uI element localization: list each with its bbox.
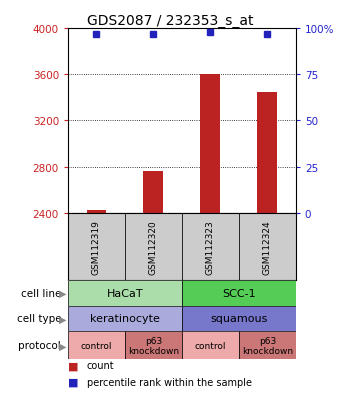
Text: GDS2087 / 232353_s_at: GDS2087 / 232353_s_at <box>87 14 253 28</box>
Bar <box>182 280 296 306</box>
Bar <box>239 214 296 280</box>
Text: percentile rank within the sample: percentile rank within the sample <box>87 377 252 387</box>
Bar <box>200 75 220 214</box>
Text: p63
knockdown: p63 knockdown <box>242 336 293 355</box>
Bar <box>68 306 182 332</box>
Bar <box>182 306 296 332</box>
Bar <box>182 214 239 280</box>
Bar <box>86 210 106 214</box>
Bar <box>239 332 296 359</box>
Text: keratinocyte: keratinocyte <box>90 314 160 324</box>
Bar <box>68 280 182 306</box>
Bar <box>257 93 277 214</box>
Text: count: count <box>87 361 114 370</box>
Text: control: control <box>194 341 226 350</box>
Text: squamous: squamous <box>210 314 268 324</box>
Text: GSM112323: GSM112323 <box>206 219 215 274</box>
Bar <box>143 172 164 214</box>
Text: HaCaT: HaCaT <box>107 288 143 298</box>
Text: cell type: cell type <box>17 314 61 324</box>
Text: p63
knockdown: p63 knockdown <box>128 336 179 355</box>
Bar <box>68 332 125 359</box>
Text: cell line: cell line <box>21 288 61 298</box>
Bar <box>182 332 239 359</box>
Bar <box>125 332 182 359</box>
Text: ▶: ▶ <box>59 314 66 324</box>
Text: GSM112319: GSM112319 <box>92 219 101 274</box>
Text: protocol: protocol <box>18 340 61 351</box>
Text: control: control <box>81 341 112 350</box>
Text: ▶: ▶ <box>59 288 66 298</box>
Text: GSM112320: GSM112320 <box>149 219 158 274</box>
Bar <box>68 214 125 280</box>
Text: ▶: ▶ <box>59 340 66 351</box>
Text: ■: ■ <box>68 377 79 387</box>
Text: SCC-1: SCC-1 <box>222 288 256 298</box>
Text: ■: ■ <box>68 361 79 370</box>
Bar <box>125 214 182 280</box>
Text: GSM112324: GSM112324 <box>263 219 272 274</box>
